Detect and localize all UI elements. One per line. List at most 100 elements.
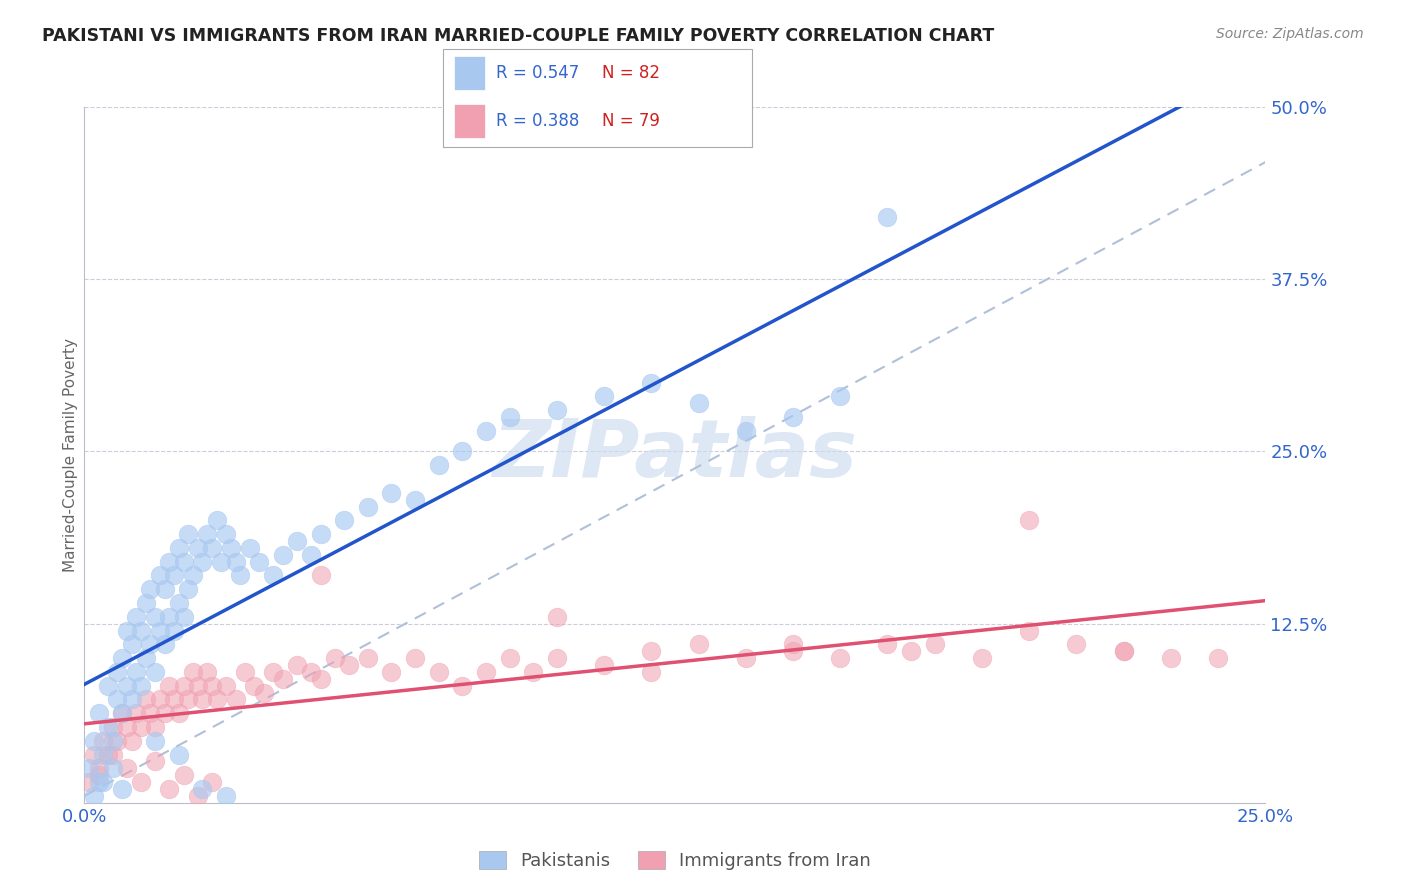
Point	[191, 692, 214, 706]
Point	[149, 624, 172, 638]
Point	[225, 555, 247, 569]
Point	[404, 492, 426, 507]
Point	[121, 692, 143, 706]
Point	[522, 665, 544, 679]
Point	[187, 789, 209, 803]
Point	[427, 458, 450, 473]
Point	[357, 651, 380, 665]
Point	[115, 679, 138, 693]
Point	[135, 651, 157, 665]
Point	[1066, 637, 1088, 651]
Point	[215, 679, 238, 693]
Point	[87, 768, 110, 782]
Point	[83, 747, 105, 762]
Point	[173, 679, 195, 693]
Point	[111, 782, 134, 797]
Point	[688, 396, 710, 410]
Point	[498, 651, 520, 665]
Point	[97, 720, 120, 734]
Point	[924, 637, 946, 651]
Text: N = 79: N = 79	[602, 112, 659, 130]
Point	[129, 720, 152, 734]
Point	[143, 755, 166, 769]
Point	[546, 609, 568, 624]
Point	[177, 582, 200, 597]
Point	[900, 644, 922, 658]
Point	[1018, 513, 1040, 527]
Point	[97, 747, 120, 762]
Point	[243, 679, 266, 693]
Point	[125, 609, 148, 624]
Point	[177, 692, 200, 706]
Point	[404, 651, 426, 665]
Text: ZIPatlas: ZIPatlas	[492, 416, 858, 494]
Point	[357, 500, 380, 514]
Point	[87, 775, 110, 789]
Point	[121, 637, 143, 651]
Point	[157, 782, 180, 797]
Point	[498, 410, 520, 425]
Point	[215, 527, 238, 541]
Point	[333, 513, 356, 527]
Point	[309, 527, 332, 541]
Point	[129, 679, 152, 693]
Point	[101, 747, 124, 762]
Point	[309, 672, 332, 686]
Point	[125, 665, 148, 679]
Point	[121, 733, 143, 747]
Point	[451, 444, 474, 458]
Point	[77, 761, 100, 775]
Point	[195, 665, 218, 679]
Point	[149, 568, 172, 582]
Point	[163, 624, 186, 638]
Point	[201, 679, 224, 693]
Point	[233, 665, 256, 679]
Point	[451, 679, 474, 693]
Point	[91, 747, 114, 762]
Point	[187, 541, 209, 555]
Point	[734, 424, 756, 438]
Point	[173, 609, 195, 624]
Point	[1206, 651, 1229, 665]
Point	[153, 637, 176, 651]
Point	[593, 389, 616, 403]
Point	[91, 733, 114, 747]
Point	[546, 403, 568, 417]
Point	[101, 733, 124, 747]
Point	[876, 637, 898, 651]
Point	[205, 513, 228, 527]
Point	[195, 527, 218, 541]
Point	[253, 685, 276, 699]
Point	[734, 651, 756, 665]
Point	[239, 541, 262, 555]
Point	[323, 651, 346, 665]
Point	[87, 761, 110, 775]
Point	[173, 555, 195, 569]
Point	[782, 410, 804, 425]
Point	[229, 568, 252, 582]
Point	[830, 389, 852, 403]
Y-axis label: Married-Couple Family Poverty: Married-Couple Family Poverty	[63, 338, 77, 572]
Point	[157, 679, 180, 693]
Point	[285, 658, 308, 673]
Point	[107, 692, 129, 706]
Point	[201, 541, 224, 555]
Point	[167, 596, 190, 610]
Point	[167, 747, 190, 762]
Point	[115, 720, 138, 734]
Point	[876, 211, 898, 225]
Point	[380, 665, 402, 679]
Point	[153, 582, 176, 597]
Point	[181, 568, 204, 582]
Point	[139, 582, 162, 597]
Point	[163, 568, 186, 582]
Point	[205, 692, 228, 706]
Point	[475, 424, 498, 438]
Point	[271, 672, 294, 686]
Point	[111, 706, 134, 721]
Point	[107, 733, 129, 747]
Text: PAKISTANI VS IMMIGRANTS FROM IRAN MARRIED-COUPLE FAMILY POVERTY CORRELATION CHAR: PAKISTANI VS IMMIGRANTS FROM IRAN MARRIE…	[42, 27, 994, 45]
Point	[83, 733, 105, 747]
Text: Source: ZipAtlas.com: Source: ZipAtlas.com	[1216, 27, 1364, 41]
Point	[129, 775, 152, 789]
